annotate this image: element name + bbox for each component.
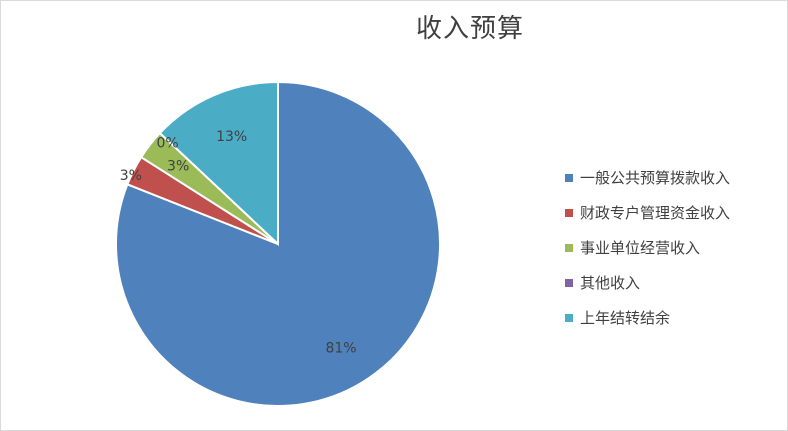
legend-label: 其他收入	[580, 274, 641, 292]
data-label-1: 81%	[325, 341, 356, 357]
legend-swatch	[565, 243, 573, 252]
legend-item: 上年结转结余	[565, 300, 730, 335]
legend-item: 一般公共预算拨款收入	[565, 160, 730, 195]
data-label-2: 3%	[120, 168, 142, 184]
legend-label: 一般公共预算拨款收入	[580, 169, 731, 187]
legend-item: 事业单位经营收入	[565, 230, 730, 265]
legend-swatch	[565, 313, 573, 322]
legend-label: 上年结转结余	[580, 309, 671, 327]
pie-slice-5	[158, 80, 279, 247]
chart-title: 收入预算	[415, 14, 524, 44]
legend-item: 其他收入	[565, 265, 730, 300]
chart-legend: 一般公共预算拨款收入 财政专户管理资金收入 事业单位经营收入 其他收入上年结转结余	[565, 160, 730, 335]
legend-item: 财政专户管理资金收入	[565, 195, 730, 230]
legend-swatch	[565, 208, 573, 217]
legend-swatch	[565, 173, 573, 182]
data-label-3: 3%	[167, 159, 189, 175]
legend-swatch	[565, 278, 573, 287]
legend-label: 财政专户管理资金收入	[580, 204, 731, 222]
data-label-5: 13%	[216, 129, 247, 145]
data-label-4: 0%	[157, 136, 179, 152]
legend-label: 事业单位经营收入	[580, 239, 701, 257]
